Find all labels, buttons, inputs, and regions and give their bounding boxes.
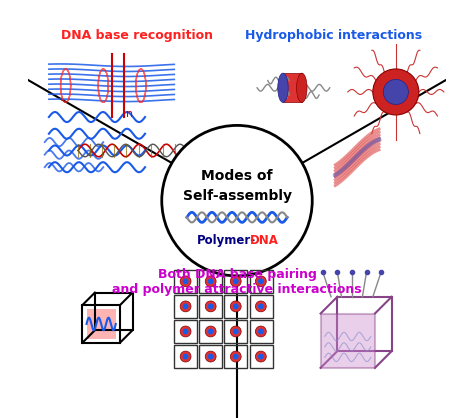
Circle shape	[383, 79, 409, 104]
Circle shape	[180, 276, 191, 287]
Circle shape	[205, 276, 216, 287]
Circle shape	[182, 354, 189, 359]
Circle shape	[208, 303, 214, 309]
Bar	[200, 345, 222, 368]
Circle shape	[255, 276, 266, 287]
Bar	[200, 270, 222, 293]
Polygon shape	[87, 309, 116, 339]
Circle shape	[182, 278, 189, 284]
Circle shape	[258, 278, 264, 284]
Circle shape	[230, 301, 241, 312]
Circle shape	[180, 301, 191, 312]
Circle shape	[208, 329, 214, 334]
Bar	[249, 295, 273, 318]
Circle shape	[182, 303, 189, 309]
Circle shape	[208, 354, 214, 359]
Circle shape	[255, 351, 266, 362]
Text: Both DNA base pairing
and polymer attractive interactions: Both DNA base pairing and polymer attrac…	[112, 268, 362, 296]
Circle shape	[180, 351, 191, 362]
Circle shape	[233, 278, 239, 284]
Bar	[200, 295, 222, 318]
Circle shape	[373, 69, 419, 115]
Circle shape	[180, 326, 191, 337]
Circle shape	[233, 303, 239, 309]
Text: Hydrophobic interactions: Hydrophobic interactions	[246, 29, 422, 42]
Bar	[174, 320, 197, 343]
Bar	[249, 270, 273, 293]
Bar	[225, 320, 247, 343]
Circle shape	[205, 351, 216, 362]
Circle shape	[258, 354, 264, 359]
Bar	[225, 270, 247, 293]
Text: Self-assembly: Self-assembly	[182, 189, 292, 204]
Ellipse shape	[297, 73, 307, 102]
Circle shape	[233, 329, 239, 334]
Circle shape	[208, 278, 214, 284]
Circle shape	[255, 326, 266, 337]
Circle shape	[205, 301, 216, 312]
Polygon shape	[320, 314, 375, 368]
Bar	[225, 345, 247, 368]
Circle shape	[230, 326, 241, 337]
Text: Polymer-: Polymer-	[197, 234, 256, 247]
Text: DNA base recognition: DNA base recognition	[62, 29, 213, 42]
Bar	[249, 320, 273, 343]
Text: Modes of: Modes of	[201, 168, 273, 183]
Circle shape	[162, 125, 312, 276]
Circle shape	[258, 329, 264, 334]
Text: DNA: DNA	[250, 234, 279, 247]
Ellipse shape	[278, 73, 288, 102]
Circle shape	[182, 329, 189, 334]
Circle shape	[258, 303, 264, 309]
Bar	[225, 295, 247, 318]
Text: n: n	[126, 109, 133, 119]
Circle shape	[205, 326, 216, 337]
Bar	[249, 345, 273, 368]
Bar	[283, 73, 302, 102]
Circle shape	[230, 351, 241, 362]
Circle shape	[230, 276, 241, 287]
Bar	[174, 345, 197, 368]
Circle shape	[255, 301, 266, 312]
Bar	[174, 270, 197, 293]
Bar	[200, 320, 222, 343]
Circle shape	[233, 354, 239, 359]
Bar	[174, 295, 197, 318]
